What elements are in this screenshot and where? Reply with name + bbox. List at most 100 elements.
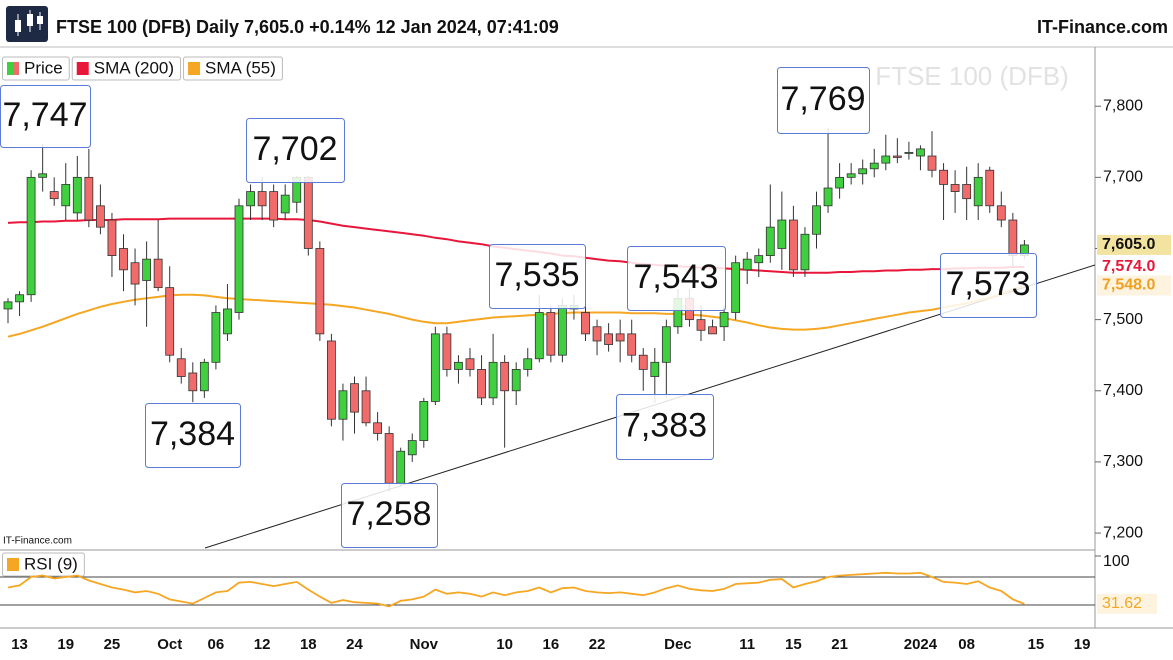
candle-body	[742, 258, 752, 271]
annotation-box	[940, 253, 1037, 318]
candle-body	[846, 173, 856, 178]
annotation: 7,573	[945, 265, 1030, 303]
candle-body	[858, 168, 868, 175]
candle-body	[939, 169, 948, 185]
candle-body	[604, 333, 613, 345]
x-tick-label: 24	[346, 636, 363, 653]
legend-item: SMA (55)	[183, 56, 283, 81]
candle-body	[188, 372, 198, 392]
candle-body	[338, 390, 348, 420]
candle-body	[661, 326, 671, 363]
candle-body	[823, 187, 833, 207]
candle-body	[315, 248, 325, 335]
candle-body	[130, 262, 140, 285]
candle-body	[719, 312, 729, 328]
candle-body	[350, 383, 359, 413]
candle-body	[558, 305, 567, 356]
legend-label: RSI (9)	[24, 554, 78, 573]
candle-body	[430, 333, 440, 402]
candle-body	[581, 312, 590, 335]
candle-body	[280, 194, 290, 214]
y-tick-label: 7,200	[1103, 524, 1143, 541]
legend-box	[183, 56, 283, 81]
candle-body	[708, 326, 717, 335]
candle-body	[765, 226, 775, 257]
x-tick-label: 22	[589, 636, 606, 653]
candle-body	[1008, 219, 1018, 257]
price-tag-box	[1097, 256, 1171, 277]
annotation-box	[145, 403, 241, 468]
candle-body	[142, 258, 152, 281]
candle-body	[38, 173, 48, 178]
x-tick-label: 2024	[904, 636, 938, 653]
candle-body	[477, 369, 486, 399]
candle-body	[534, 312, 544, 360]
candle-body	[488, 361, 498, 399]
candle-body	[962, 184, 972, 200]
legend-box	[71, 56, 182, 81]
candle-body	[546, 312, 556, 356]
legend-item: RSI (9)	[2, 552, 85, 577]
annotation: 7,702	[252, 130, 337, 168]
y-tick-label: 100	[1103, 553, 1130, 570]
x-tick-label: 11	[739, 636, 755, 653]
y-tick-label: 7,800	[1103, 97, 1143, 114]
candle-body	[234, 205, 244, 313]
candle-body	[442, 333, 452, 370]
x-tick-label: 10	[496, 636, 513, 653]
x-tick-label: 19	[57, 636, 74, 653]
legend-swatch	[76, 62, 89, 75]
x-tick-label: 19	[1074, 636, 1091, 653]
legend-swatch	[7, 558, 19, 571]
candle-body	[165, 287, 175, 356]
x-tick-label: 16	[543, 636, 560, 653]
candle-body	[84, 176, 94, 221]
candle-body	[61, 184, 71, 207]
candle-body	[361, 390, 371, 424]
annotation-box	[489, 244, 586, 309]
candle-body	[904, 152, 914, 154]
watermark: FTSE 100 (DFB)	[875, 61, 1069, 91]
annotation: 7,384	[150, 415, 235, 453]
y-tick-label: 7,500	[1103, 311, 1143, 328]
candle-body	[26, 176, 36, 296]
candle-body	[615, 333, 625, 342]
legend-label: SMA (200)	[94, 58, 174, 77]
annotation: 7,383	[622, 406, 707, 444]
candle-body	[454, 361, 463, 370]
candle-body	[72, 176, 82, 214]
annotation-box	[246, 118, 345, 183]
candle-body	[257, 191, 267, 207]
candle-body	[373, 422, 383, 434]
candle-body	[96, 205, 105, 228]
app-icon	[6, 6, 48, 42]
x-tick-label: 06	[208, 636, 225, 653]
price-tag: 7,548.0	[1102, 277, 1155, 294]
x-tick-label: 21	[831, 636, 848, 653]
annotation: 7,535	[494, 256, 579, 294]
rsi-tag: 31.62	[1102, 595, 1142, 612]
price-pane	[3, 128, 1029, 492]
sma-line	[7, 284, 1025, 338]
annotation-box	[0, 85, 91, 148]
legend-item: Price	[2, 56, 70, 81]
rsi-tag-box	[1097, 593, 1157, 614]
legend-label: Price	[24, 58, 63, 77]
x-tick-label: 25	[104, 636, 121, 653]
candle-body	[15, 294, 24, 303]
annotation-box	[341, 483, 438, 548]
candle-body	[892, 155, 902, 158]
legend-label: SMA (55)	[205, 58, 276, 77]
x-tick-label: 18	[300, 636, 317, 653]
candle-body	[881, 155, 891, 164]
candle-body	[731, 262, 741, 313]
candle-body	[119, 248, 128, 271]
x-tick-label: 08	[958, 636, 975, 653]
price-tag: 7,574.0	[1102, 258, 1155, 275]
chart-title: FTSE 100 (DFB) Daily 7,605.0 +0.14% 12 J…	[56, 17, 559, 37]
annotation-box	[627, 246, 726, 311]
candle-body	[812, 205, 821, 235]
candle-body	[223, 308, 232, 335]
candle-body	[869, 162, 879, 170]
annotation: 7,747	[2, 96, 87, 134]
